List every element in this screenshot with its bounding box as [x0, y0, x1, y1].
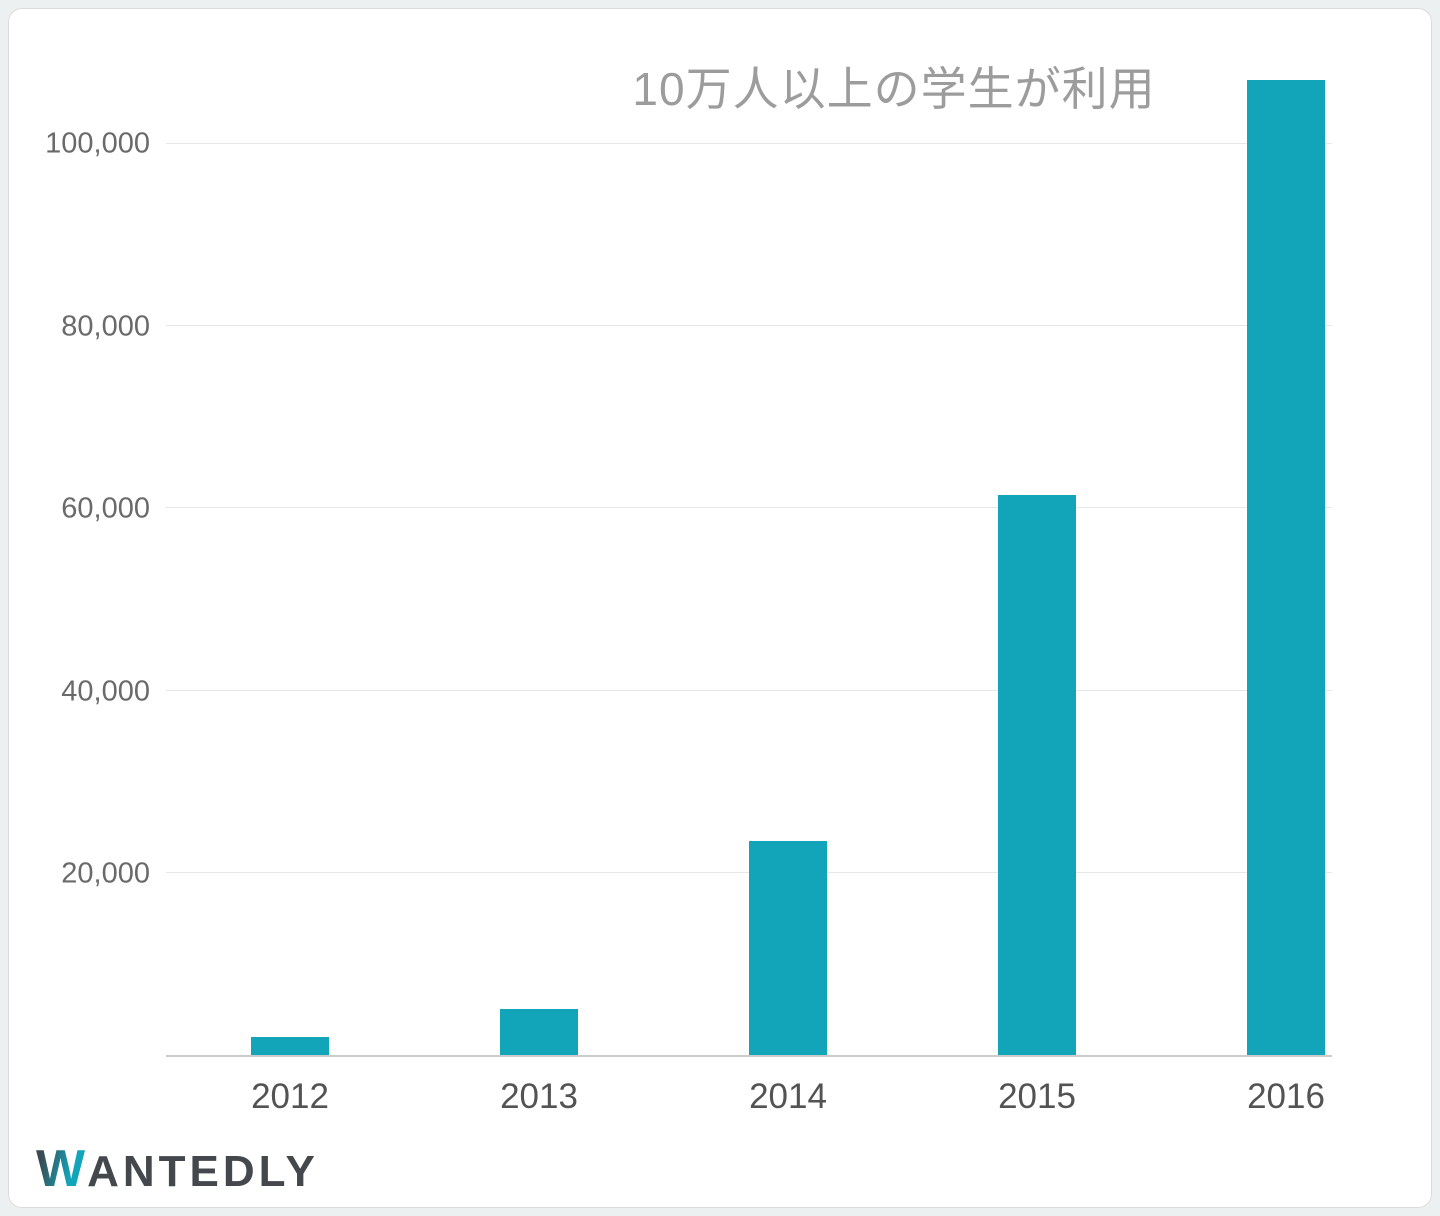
y-axis-tick-label: 20,000 [61, 857, 150, 890]
bar-2016 [1247, 80, 1325, 1055]
gridline [166, 689, 1332, 691]
x-axis-tick-label: 2015 [998, 1077, 1076, 1116]
bar-2015 [998, 494, 1076, 1055]
gridline [166, 325, 1332, 327]
x-axis-tick-label: 2013 [500, 1077, 578, 1116]
bar-2013 [500, 1009, 578, 1055]
bar-2014 [749, 840, 827, 1055]
gridline [166, 507, 1332, 509]
bar-2012 [251, 1036, 329, 1055]
wantedly-logo-text: ANTEDLY [87, 1147, 319, 1196]
chart-card: 10万人以上の学生が利用 20,000 40,000 60,000 80,000 100… [8, 8, 1432, 1208]
y-axis-tick-label: 40,000 [61, 675, 150, 708]
x-axis-labels: 2012 2013 2014 2015 2016 [166, 1077, 1332, 1129]
wantedly-logo: WANTEDLY [36, 1139, 319, 1199]
x-axis-tick-label: 2014 [749, 1077, 827, 1116]
y-axis-labels: 20,000 40,000 60,000 80,000 100,000 [9, 53, 150, 1057]
gridline [166, 143, 1332, 145]
wantedly-logo-w: W [36, 1140, 88, 1198]
y-axis-tick-label: 100,000 [45, 127, 150, 160]
bar-chart-plot [166, 53, 1332, 1057]
y-axis-tick-label: 80,000 [61, 310, 150, 343]
y-axis-tick-label: 60,000 [61, 492, 150, 525]
x-axis-tick-label: 2012 [251, 1077, 329, 1116]
chart-title: 10万人以上の学生が利用 [632, 63, 1156, 115]
x-axis-tick-label: 2016 [1247, 1077, 1325, 1116]
